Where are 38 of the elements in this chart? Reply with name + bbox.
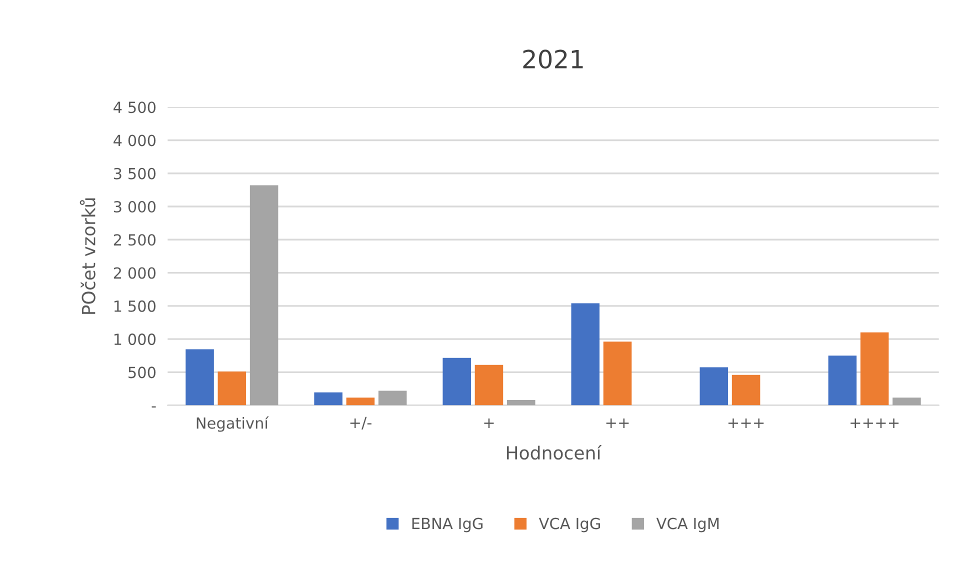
x-tick-label: +/- [350,416,372,430]
bar [378,390,407,406]
bar [828,356,857,406]
bar [346,398,375,406]
y-axis-title: POčet vzorků [80,198,96,314]
y-tick-label: 3 500 [114,168,156,180]
bar [314,392,342,406]
y-tick-label: 2 500 [114,234,156,246]
x-tick-label: + [484,418,494,428]
legend-label: EBNA IgG [412,518,483,532]
chart-title: 2021 [523,50,583,69]
y-tick-label: - [152,406,156,408]
bar [571,303,600,406]
y-tick-label: 1 500 [114,300,156,312]
y-tick-label: 2 000 [114,267,156,279]
y-tick-label: 500 [128,366,156,378]
y-tick-label: 3 000 [114,200,156,213]
bar [442,358,471,406]
bar [250,185,278,406]
y-tick-label: 4 000 [114,134,156,146]
x-tick-label: ++ [606,418,629,428]
y-tick-label: 1 000 [114,334,156,346]
x-tick-label: Negativní [196,416,269,432]
x-axis-title: Hodnocení [506,444,602,460]
legend-label: VCA IgG [538,518,600,532]
x-tick-label: +++ [728,418,764,428]
bar [218,372,246,406]
x-tick-label: ++++ [850,418,899,428]
bar [700,367,728,406]
bar [474,364,504,406]
bar [892,398,921,406]
bar [186,349,214,406]
legend-label: VCA IgM [656,518,719,532]
y-tick-label: 4 500 [114,102,156,114]
bar [860,332,889,406]
bar [603,342,632,406]
bar [732,374,760,406]
bar [506,400,536,406]
